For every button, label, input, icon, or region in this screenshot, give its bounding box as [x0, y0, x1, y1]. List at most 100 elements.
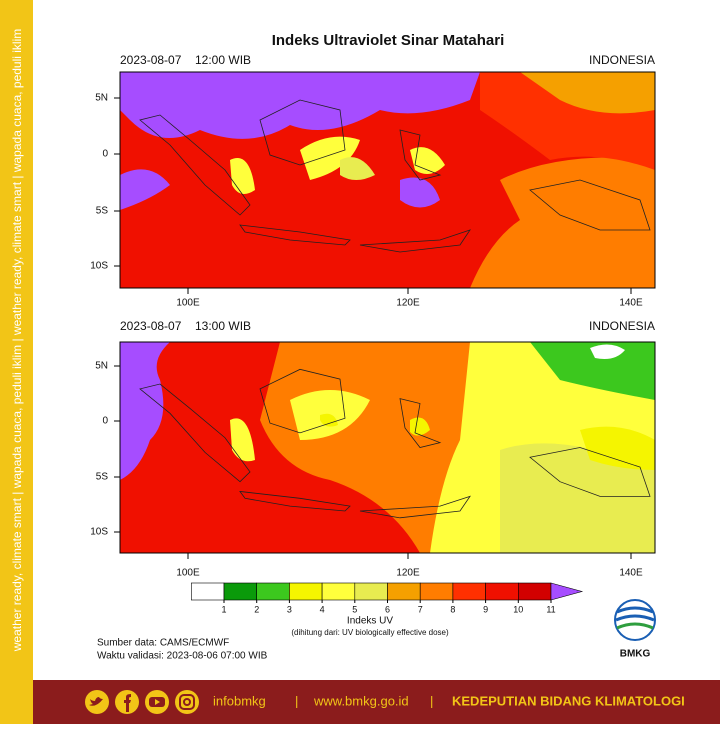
panel-region: INDONESIA	[589, 319, 655, 333]
panel-time: 13:00 WIB	[195, 319, 251, 333]
colorbar-segment	[419, 582, 454, 601]
uv-region	[120, 342, 170, 480]
uv-region	[320, 413, 338, 427]
coastline	[259, 368, 346, 434]
colorbar-tick-label: 11	[546, 604, 555, 614]
uv-region	[400, 177, 440, 208]
uv-region	[120, 169, 170, 210]
uv-region	[230, 158, 255, 194]
coastline	[399, 398, 442, 448]
icon-instagram[interactable]	[175, 690, 199, 714]
uv-region	[500, 443, 655, 553]
logo: BMKG	[614, 599, 656, 660]
coastline	[399, 129, 442, 181]
colorbar-segment	[256, 582, 290, 601]
colorbar-arrow	[550, 582, 584, 601]
uv-region	[580, 426, 655, 470]
colorbar-tick-label: 10	[513, 604, 523, 614]
logo-text: BMKG	[620, 649, 651, 660]
coastline	[359, 495, 471, 519]
lat-label: 5N	[95, 361, 108, 372]
colorbar-segment	[517, 582, 552, 601]
footer-department: KEDEPUTIAN BIDANG KLIMATOLOGI	[452, 693, 685, 708]
lon-label: 120E	[396, 298, 420, 309]
icon-glyph	[155, 699, 160, 705]
uv-region	[340, 157, 375, 180]
title: Indeks Ultraviolet Sinar Matahari	[272, 32, 505, 49]
validity: Waktu validasi: 2023-08-06 07:00 WIB	[97, 651, 268, 662]
source: Sumber data: CAMS/ECMWF	[97, 638, 229, 649]
uv-field	[120, 342, 655, 553]
colorbar-tick-label: 9	[483, 604, 488, 614]
coastline	[239, 490, 351, 512]
colorbar-segment	[387, 582, 421, 601]
panel-region: INDONESIA	[589, 53, 655, 67]
colorbar-note: (dihitung dari: UV biologically effectiv…	[291, 628, 449, 637]
panel-date: 2023-08-07	[120, 319, 182, 333]
footer-handle[interactable]: infobmkg	[213, 693, 266, 708]
lon-label: 120E	[396, 568, 420, 579]
lat-label: 5S	[96, 206, 109, 217]
colorbar-segment	[321, 582, 356, 601]
icon-glyph	[89, 697, 103, 706]
side-strip	[0, 0, 33, 680]
coastline	[359, 229, 471, 253]
map-frame	[119, 341, 656, 554]
lat-label: 10S	[90, 261, 108, 272]
lon-label: 100E	[176, 298, 200, 309]
colorbar-segment	[223, 582, 258, 601]
colorbar-tick-label: 6	[385, 604, 390, 614]
coastline	[139, 114, 251, 216]
icon-glyph	[124, 694, 131, 712]
logo-arc	[616, 606, 654, 614]
uv-field	[120, 72, 655, 288]
uv-region	[410, 147, 445, 174]
icon-glyph	[179, 694, 195, 710]
footer-corner	[0, 680, 33, 724]
logo-arc	[616, 622, 654, 630]
uv-region	[590, 344, 625, 359]
colorbar-tick-label: 3	[287, 604, 292, 614]
lat-label: 5S	[96, 472, 109, 483]
lon-label: 140E	[619, 568, 643, 579]
social-icons	[85, 690, 199, 714]
colorbar-segment	[191, 582, 225, 601]
colorbar-segment	[485, 582, 519, 601]
colorbar-tick-label: 1	[221, 604, 226, 614]
colorbar-label: Indeks UV	[347, 616, 393, 627]
uv-region	[520, 72, 655, 114]
colorbar-tick-label: 8	[450, 604, 455, 614]
logo-globe	[614, 599, 656, 641]
colorbar-segment	[289, 582, 323, 601]
panel-date: 2023-08-07	[120, 53, 182, 67]
lon-label: 140E	[619, 298, 643, 309]
side-text: weather ready, climate smart | wapada cu…	[10, 29, 24, 653]
coastline	[529, 447, 651, 497]
colorbar-tick-label: 5	[352, 604, 357, 614]
footer-separator: |	[430, 693, 433, 708]
colorbar-segment	[354, 582, 388, 601]
footer-url[interactable]: www.bmkg.go.id	[313, 693, 409, 708]
icon-glyph	[183, 698, 191, 706]
lat-label: 5N	[95, 93, 108, 104]
colorbar-segment	[452, 582, 486, 601]
uv-region	[230, 418, 255, 462]
colorbar-tick-label: 2	[254, 604, 259, 614]
map-frame	[119, 71, 656, 289]
footer-separator: |	[295, 693, 298, 708]
uv-region	[120, 72, 480, 139]
colorbar-tick-label: 4	[320, 604, 325, 614]
uv-region	[530, 342, 655, 400]
uv-region	[470, 157, 655, 288]
coastline	[239, 224, 351, 246]
lat-label: 0	[102, 149, 108, 160]
lon-label: 100E	[176, 568, 200, 579]
logo-arc	[615, 614, 655, 622]
coastline	[529, 179, 651, 231]
coastline	[139, 383, 251, 483]
coastline	[259, 99, 346, 166]
lat-label: 0	[102, 416, 108, 427]
lat-label: 10S	[90, 527, 108, 538]
